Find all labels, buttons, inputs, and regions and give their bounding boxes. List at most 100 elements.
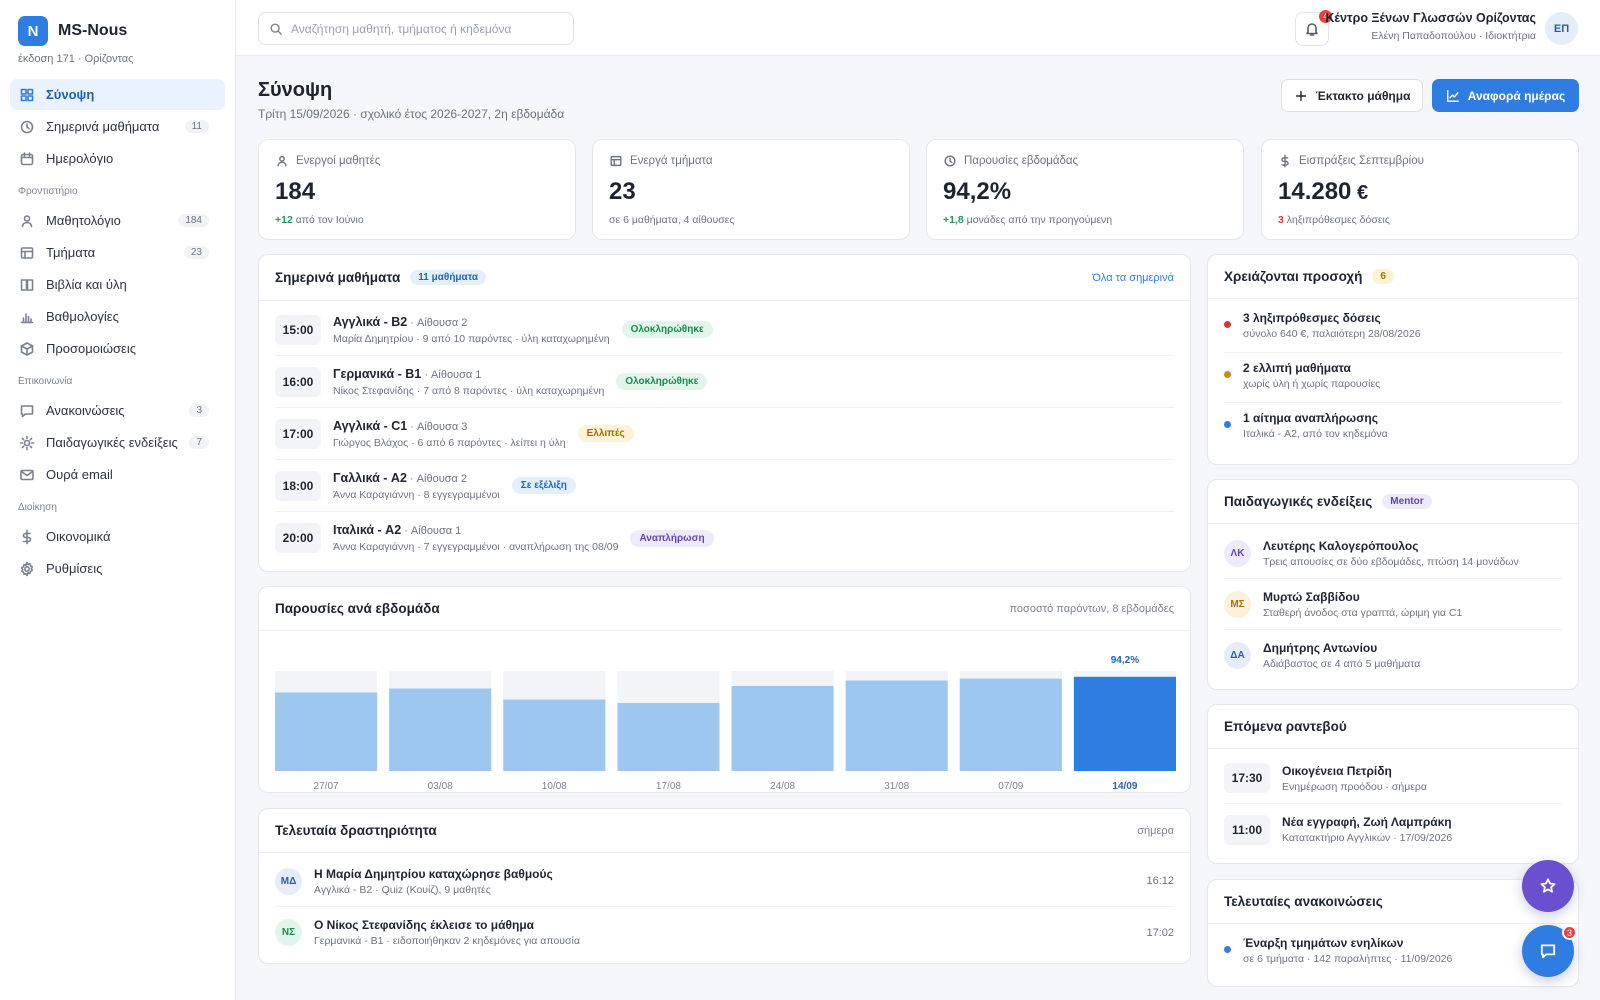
appointment-info: Οικογένεια Πετρίδη Ενημέρωση προόδου · σή… xyxy=(1282,764,1427,793)
bar-17/08[interactable] xyxy=(617,703,720,771)
stat-number: 94,2% xyxy=(943,178,1012,205)
pedagogy-item[interactable]: ΛΚ Λευτέρης Καλογερόπουλος Τρεις απουσίες … xyxy=(1224,528,1562,579)
chat-fab-button[interactable]: 3 xyxy=(1522,925,1577,977)
bar-24/08[interactable] xyxy=(731,686,834,771)
user-avatar[interactable]: ΕΠ xyxy=(1545,12,1578,45)
stat-delta: +1,8 xyxy=(943,214,964,226)
student-avatar: ΔΑ xyxy=(1224,642,1251,669)
x-tick-label: 03/08 xyxy=(428,781,453,792)
sidebar-item-admin-0[interactable]: Οικονομικά xyxy=(10,521,225,552)
attention-item[interactable]: 1 αίτημα αναπλήρωσης Ιταλικά - A2, από το… xyxy=(1224,403,1562,453)
sidebar-item-comm-2[interactable]: Ουρά email xyxy=(10,459,225,490)
announcements-list: Έναρξη τμημάτων ενηλίκων σε 6 τμήματα · 1… xyxy=(1208,924,1578,978)
activity-list: ΜΔ Η Μαρία Δημητρίου καταχώρησε βαθμούς Αγ… xyxy=(259,853,1190,958)
mentor-fab-button[interactable] xyxy=(1522,860,1574,912)
calendar-icon xyxy=(18,151,36,167)
lesson-row[interactable]: 17:00 Αγγλικά - C1 · Αίθουσα 3 Γιώργος Βλά… xyxy=(275,408,1174,460)
sidebar-item-label: Οικονομικά xyxy=(46,529,111,544)
today-lessons-panel: Σημερινά μαθήματα 11 μαθήματα Όλα τα σημ… xyxy=(258,254,1191,572)
stat-number: 23 xyxy=(609,178,636,205)
activity-row[interactable]: ΝΣ Ο Νίκος Στεφανίδης έκλεισε το μάθημα Γε… xyxy=(275,907,1174,958)
announcement-item[interactable]: Έναρξη τμημάτων ενηλίκων σε 6 τμήματα · 1… xyxy=(1224,928,1562,978)
nav-section-admin: Διοίκηση xyxy=(18,502,57,513)
stat-note: 3 ληξιπρόθεσμες δόσεις xyxy=(1278,214,1562,226)
bar-27/07[interactable] xyxy=(275,692,378,772)
sidebar-item-school-3[interactable]: Βαθμολογίες xyxy=(10,301,225,332)
lesson-row[interactable]: 20:00 Ιταλικά - A2 · Αίθουσα 1 Άννα Καραγι… xyxy=(275,512,1174,564)
stat-card[interactable]: Εισπράξεις Σεπτεμβρίου 14.280 €3 ληξιπρόθ… xyxy=(1261,139,1579,240)
pedagogy-item[interactable]: ΔΑ Δημήτρης Αντωνίου Αδιάβαστος σε 4 από 5… xyxy=(1224,630,1562,681)
cube-icon xyxy=(18,341,36,357)
sidebar-item-label: Ουρά email xyxy=(46,467,113,482)
stat-card[interactable]: Ενεργά τμήματα 23 σε 6 μαθήματα, 4 αίθουσε… xyxy=(592,139,910,240)
attention-title: Χρειάζονται προσοχή xyxy=(1224,269,1363,284)
attention-item[interactable]: 3 ληξιπρόθεσμες δόσεις σύνολο 640 €, παλα… xyxy=(1224,303,1562,353)
stat-unit: € xyxy=(1351,182,1369,204)
brand[interactable]: N MS-Nous xyxy=(10,16,225,46)
lesson-time: 20:00 xyxy=(275,523,321,553)
activity-info: Η Μαρία Δημητρίου καταχώρησε βαθμούς Αγγλ… xyxy=(314,867,553,896)
lesson-info: Αγγλικά - C1 · Αίθουσα 3 Γιώργος Βλάχος ·… xyxy=(333,419,566,449)
sidebar-item-school-1[interactable]: Τμήματα 23 xyxy=(10,237,225,268)
lesson-status-badge: Ελλιπές xyxy=(577,425,634,442)
bar-31/08[interactable] xyxy=(845,680,948,772)
appointment-item[interactable]: 17:30 Οικογένεια Πετρίδη Ενημέρωση προόδου… xyxy=(1224,753,1562,804)
lesson-row[interactable]: 18:00 Γαλλικά - A2 · Αίθουσα 2 Άννα Καραγι… xyxy=(275,460,1174,512)
sidebar-item-comm-0[interactable]: Ανακοινώσεις 3 xyxy=(10,395,225,426)
user-icon xyxy=(275,154,289,168)
lesson-time: 18:00 xyxy=(275,470,321,501)
stat-card[interactable]: Παρουσίες εβδομάδας 94,2% +1,8 μονάδες από… xyxy=(926,139,1244,240)
x-tick-label: 10/08 xyxy=(542,781,567,792)
bar-10/08[interactable] xyxy=(503,699,606,772)
stat-label: Ενεργά τμήματα xyxy=(609,154,893,168)
student-note: Αδιάβαστος σε 4 από 5 μαθήματα xyxy=(1263,658,1421,670)
activity-info: Ο Νίκος Στεφανίδης έκλεισε το μάθημα Γερμ… xyxy=(314,918,580,947)
stat-note-text: σε 6 μαθήματα, 4 αίθουσες xyxy=(609,214,735,226)
bar-03/08[interactable] xyxy=(389,688,492,772)
announcements-title: Τελευταίες ανακοινώσεις xyxy=(1224,894,1383,909)
nav-school: Μαθητολόγιο 184 Τμήματα 23 Βιβλία και ύλη Βαθ… xyxy=(10,205,225,364)
stat-label-text: Εισπράξεις Σεπτεμβρίου xyxy=(1299,155,1424,167)
activity-row[interactable]: ΜΔ Η Μαρία Δημητρίου καταχώρησε βαθμούς Αγ… xyxy=(275,856,1174,907)
org-info[interactable]: Κέντρο Ξένων Γλωσσών Ορίζοντας Ελένη Παπ… xyxy=(1325,11,1536,42)
status-dot xyxy=(1224,946,1231,953)
daily-report-button[interactable]: Αναφορά ημέρας xyxy=(1432,79,1579,112)
sidebar-item-school-4[interactable]: Προσομοιώσεις xyxy=(10,333,225,364)
bar-14/09[interactable] xyxy=(1073,676,1176,771)
lesson-status-badge: Σε εξέλιξη xyxy=(511,477,576,494)
sidebar-item-count: 23 xyxy=(183,246,209,259)
lesson-room: · Αίθουσα 1 xyxy=(401,525,462,537)
search-input[interactable]: Αναζήτηση μαθητή, τμήματος ή κηδεμόνα xyxy=(258,12,574,45)
appointment-sub: Κατατακτήριο Αγγλικών · 17/09/2026 xyxy=(1282,832,1453,844)
sidebar-item-main-2[interactable]: Ημερολόγιο xyxy=(10,143,225,174)
table-icon xyxy=(18,245,36,261)
sidebar-item-admin-1[interactable]: Ρυθμίσεις xyxy=(10,553,225,584)
attendance-chart-panel: Παρουσίες ανά εβδομάδα ποσοστό παρόντων,… xyxy=(258,586,1191,793)
extra-lesson-button[interactable]: Έκτακτο μάθημα xyxy=(1281,79,1423,112)
lesson-course: Γαλλικά - A2 xyxy=(333,470,407,485)
sidebar-item-school-2[interactable]: Βιβλία και ύλη xyxy=(10,269,225,300)
all-today-link[interactable]: Όλα τα σημερινά xyxy=(1092,271,1174,284)
student-avatar: ΛΚ xyxy=(1224,539,1251,567)
attention-title: 2 ελλιπή μαθήματα xyxy=(1243,361,1351,375)
sidebar-item-main-1[interactable]: Σημερινά μαθήματα 11 xyxy=(10,111,225,142)
attention-item[interactable]: 2 ελλιπή μαθήματα χωρίς ύλη ή χωρίς παρου… xyxy=(1224,353,1562,403)
lesson-row[interactable]: 15:00 Αγγλικά - B2 · Αίθουσα 2 Μαρία Δημητ… xyxy=(275,304,1174,356)
sidebar-item-main-0[interactable]: Σύνοψη xyxy=(10,79,225,110)
sidebar-item-comm-1[interactable]: Παιδαγωγικές ενδείξεις 7 xyxy=(10,427,225,458)
notifications-button[interactable]: 4 xyxy=(1295,10,1332,46)
stat-card[interactable]: Ενεργοί μαθητές 184 +12 από τον Ιούνιο xyxy=(258,139,576,240)
pedagogy-info: Μυρτώ Σαββίδου Σταθερή άνοδος στα γραπτά,… xyxy=(1263,590,1462,619)
bar-07/09[interactable] xyxy=(959,678,1062,771)
lesson-row[interactable]: 16:00 Γερμανικά - B1 · Αίθουσα 1 Νίκος Στε… xyxy=(275,356,1174,408)
sidebar-item-label: Σημερινά μαθήματα xyxy=(46,119,160,134)
lesson-info: Γερμανικά - B1 · Αίθουσα 1 Νίκος Στεφανίδ… xyxy=(333,367,604,397)
stat-label: Ενεργοί μαθητές xyxy=(275,154,559,168)
pedagogy-item[interactable]: ΜΣ Μυρτώ Σαββίδου Σταθερή άνοδος στα γραπτ… xyxy=(1224,579,1562,630)
stat-value: 23 xyxy=(609,178,893,206)
student-avatar: ΜΣ xyxy=(1224,590,1251,618)
appointments-header: Επόμενα ραντεβού xyxy=(1208,705,1578,749)
sidebar-item-school-0[interactable]: Μαθητολόγιο 184 xyxy=(10,205,225,236)
x-tick-label: 31/08 xyxy=(884,781,909,792)
appointment-item[interactable]: 11:00 Νέα εγγραφή, Ζωή Λαμπράκη Κατατακτήρ… xyxy=(1224,804,1562,855)
